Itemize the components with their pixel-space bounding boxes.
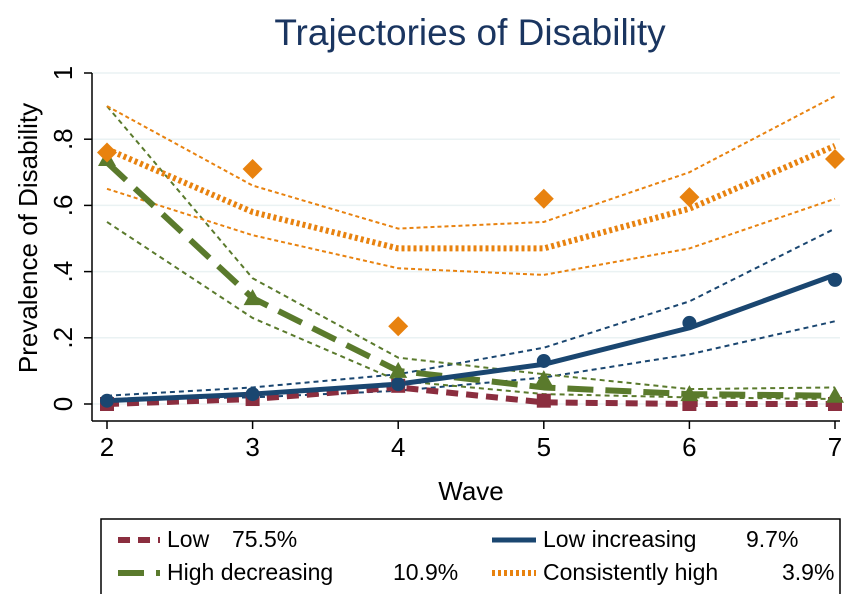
y-tick-label: .8 <box>48 128 78 150</box>
x-tick-label: 5 <box>537 432 551 462</box>
chart-title: Trajectories of Disability <box>274 12 666 53</box>
legend-share-high-decreasing: 10.9% <box>393 559 458 585</box>
consistently-high-observed-point <box>242 158 263 179</box>
low-fitted-line <box>106 384 835 407</box>
gridlines <box>92 72 840 405</box>
consistently-high-observed-point <box>679 187 700 208</box>
low-increasing-fitted-line <box>106 272 836 404</box>
low-increasing-observed-point <box>100 393 114 408</box>
low-increasing-observed-point <box>536 353 551 368</box>
consistently-high-observed-point <box>533 188 554 209</box>
low-increasing-observed-point <box>391 377 406 392</box>
y-tick-label: .2 <box>48 327 78 349</box>
x-tick-label: 6 <box>682 432 696 462</box>
fitted-lines <box>104 143 837 407</box>
x-tick-label: 2 <box>100 432 114 462</box>
y-tick-label: 1 <box>48 66 78 80</box>
legend-share-consistently-high: 3.9% <box>782 559 834 585</box>
legend-box <box>100 518 841 594</box>
y-tick-label: .4 <box>48 261 78 283</box>
confidence-intervals <box>106 95 836 401</box>
x-tick-label: 3 <box>245 432 259 462</box>
legend: Low 75.5% Low increasing 9.7% High decreasin… <box>100 518 841 594</box>
legend-label-consistently-high: Consistently high <box>543 559 718 585</box>
consistently-high-observed-point <box>388 316 409 337</box>
consistently-high-ci-upper <box>106 95 836 230</box>
observed-markers <box>97 142 845 411</box>
low-increasing-observed-point <box>828 272 842 287</box>
consistently-high-observed-point <box>97 142 117 163</box>
consistently-high-observed-point <box>825 149 845 170</box>
low-increasing-ci-upper <box>106 227 836 397</box>
y-axis-label: Prevalence of Disability <box>13 103 43 373</box>
legend-label-high-decreasing: High decreasing <box>167 559 333 585</box>
y-tick-label: .6 <box>48 195 78 217</box>
high-decreasing-observed-point <box>680 385 699 402</box>
legend-label-low-increasing: Low increasing <box>543 526 696 552</box>
low-observed-point <box>536 393 551 408</box>
high-decreasing-observed-point <box>826 386 844 403</box>
x-tick-label: 7 <box>828 432 842 462</box>
high-decreasing-observed-point <box>534 370 553 387</box>
high-decreasing-observed-point <box>243 289 262 306</box>
high-decreasing-ci-lower <box>106 221 836 401</box>
x-tick-label: 4 <box>391 432 405 462</box>
x-axis-label: Wave <box>438 476 504 506</box>
consistently-high-ci-lower <box>106 187 836 276</box>
low-increasing-observed-point <box>682 315 697 330</box>
consistently-high-fitted-line <box>105 143 837 252</box>
legend-share-low: 75.5% <box>232 526 297 552</box>
high-decreasing-observed-point <box>389 361 408 378</box>
legend-label-low: Low <box>167 526 210 552</box>
low-increasing-observed-point <box>245 387 260 402</box>
y-tick-label: 0 <box>48 397 78 411</box>
legend-share-low-increasing: 9.7% <box>746 526 798 552</box>
high-decreasing-fitted-line <box>104 160 836 399</box>
axes: 0 .2 .4 .6 .8 1 2 3 4 5 6 7 <box>48 66 842 462</box>
